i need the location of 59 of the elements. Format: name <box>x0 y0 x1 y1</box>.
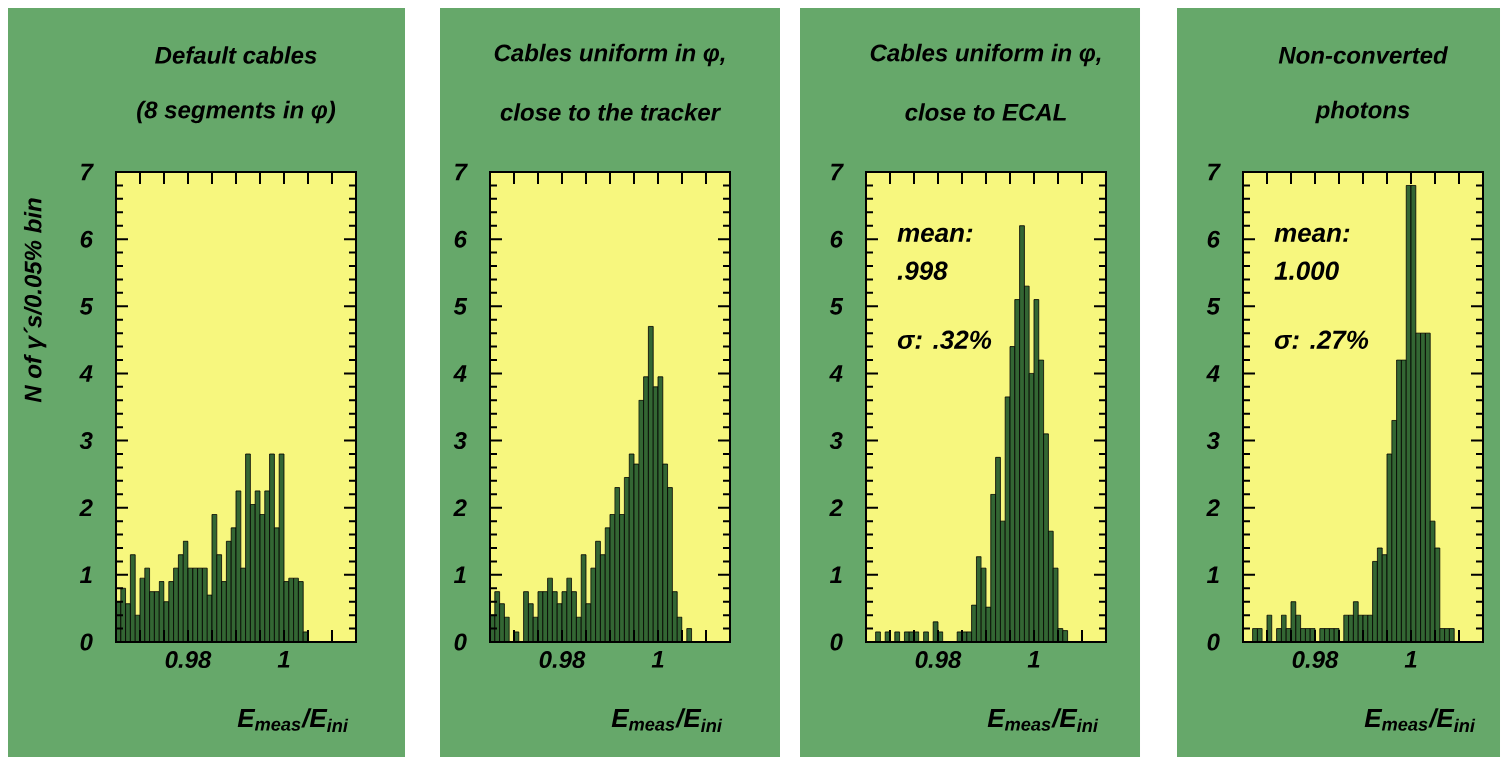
annotation: mean: <box>1274 227 1350 243</box>
chart-title: Cables uniform in φ, <box>870 43 1101 67</box>
y-tick-label: 0 <box>830 633 843 651</box>
chart-title: Non-converted <box>1278 46 1449 64</box>
x-tick-label: 1 <box>277 651 290 668</box>
y-tick-label: 1 <box>79 566 92 584</box>
y-tick-label: 5 <box>79 297 94 315</box>
chart-subtitle: photons <box>1315 100 1410 124</box>
x-tick-label: 0.98 <box>915 651 962 669</box>
y-tick-label: 4 <box>453 365 467 382</box>
chart-subtitle: (8 segments in φ) <box>137 100 336 124</box>
y-tick-label: 2 <box>79 499 93 517</box>
y-tick-label: 6 <box>830 230 844 248</box>
x-tick-label: 0.98 <box>539 651 586 669</box>
annotation: σ: .32% <box>897 330 992 349</box>
y-tick-label: 6 <box>80 230 94 248</box>
y-tick-label: 0 <box>1207 633 1220 651</box>
x-axis-title: E$_{meas}$/E$_{ini}$ <box>1364 708 1476 732</box>
y-tick-label: 5 <box>829 297 844 315</box>
x-tick-label: 1 <box>651 651 664 668</box>
y-tick-label: 1 <box>829 566 842 584</box>
y-tick-label: 2 <box>829 499 843 517</box>
x-tick-label: 1 <box>1027 651 1040 668</box>
y-tick-label: 6 <box>1207 230 1221 248</box>
y-tick-label: 4 <box>1206 365 1220 382</box>
x-tick-label: 0.98 <box>165 651 212 669</box>
y-tick-label: 4 <box>79 365 93 382</box>
annotation: .998 <box>897 261 948 280</box>
chart-title: Cables uniform in φ, <box>494 43 725 67</box>
y-axis-title: N of γ´s/0.05% bin <box>23 198 47 403</box>
annotation: mean: <box>897 227 973 243</box>
y-tick-label: 7 <box>455 163 468 181</box>
chart-subtitle: close to ECAL <box>905 103 1066 121</box>
y-tick-label: 3 <box>1206 432 1220 450</box>
annotation: σ: .27% <box>1274 330 1369 349</box>
y-tick-label: 7 <box>831 163 844 181</box>
y-tick-label: 5 <box>453 297 468 315</box>
y-tick-label: 3 <box>79 432 93 450</box>
y-tick-label: 7 <box>81 163 94 181</box>
x-axis-title: E$_{meas}$/E$_{ini}$ <box>987 708 1099 732</box>
chart-subtitle: close to the tracker <box>500 103 722 121</box>
y-tick-label: 1 <box>1206 566 1219 584</box>
chart-title: Default cables <box>155 46 317 64</box>
x-axis-title: E$_{meas}$/E$_{ini}$ <box>611 708 723 732</box>
annotation: 1.000 <box>1274 261 1339 280</box>
y-tick-label: 0 <box>454 633 467 651</box>
y-tick-label: 0 <box>80 633 93 651</box>
y-tick-label: 4 <box>829 365 843 382</box>
y-tick-label: 3 <box>453 432 467 450</box>
x-tick-label: 1 <box>1404 651 1417 668</box>
y-tick-label: 7 <box>1208 163 1221 181</box>
y-tick-label: 1 <box>453 566 466 584</box>
x-axis-title: E$_{meas}$/E$_{ini}$ <box>237 708 349 732</box>
x-tick-label: 0.98 <box>1292 651 1339 669</box>
y-tick-label: 6 <box>454 230 468 248</box>
y-tick-label: 5 <box>1206 297 1221 315</box>
y-tick-label: 2 <box>453 499 467 517</box>
y-tick-label: 2 <box>1206 499 1220 517</box>
y-tick-label: 3 <box>829 432 843 450</box>
